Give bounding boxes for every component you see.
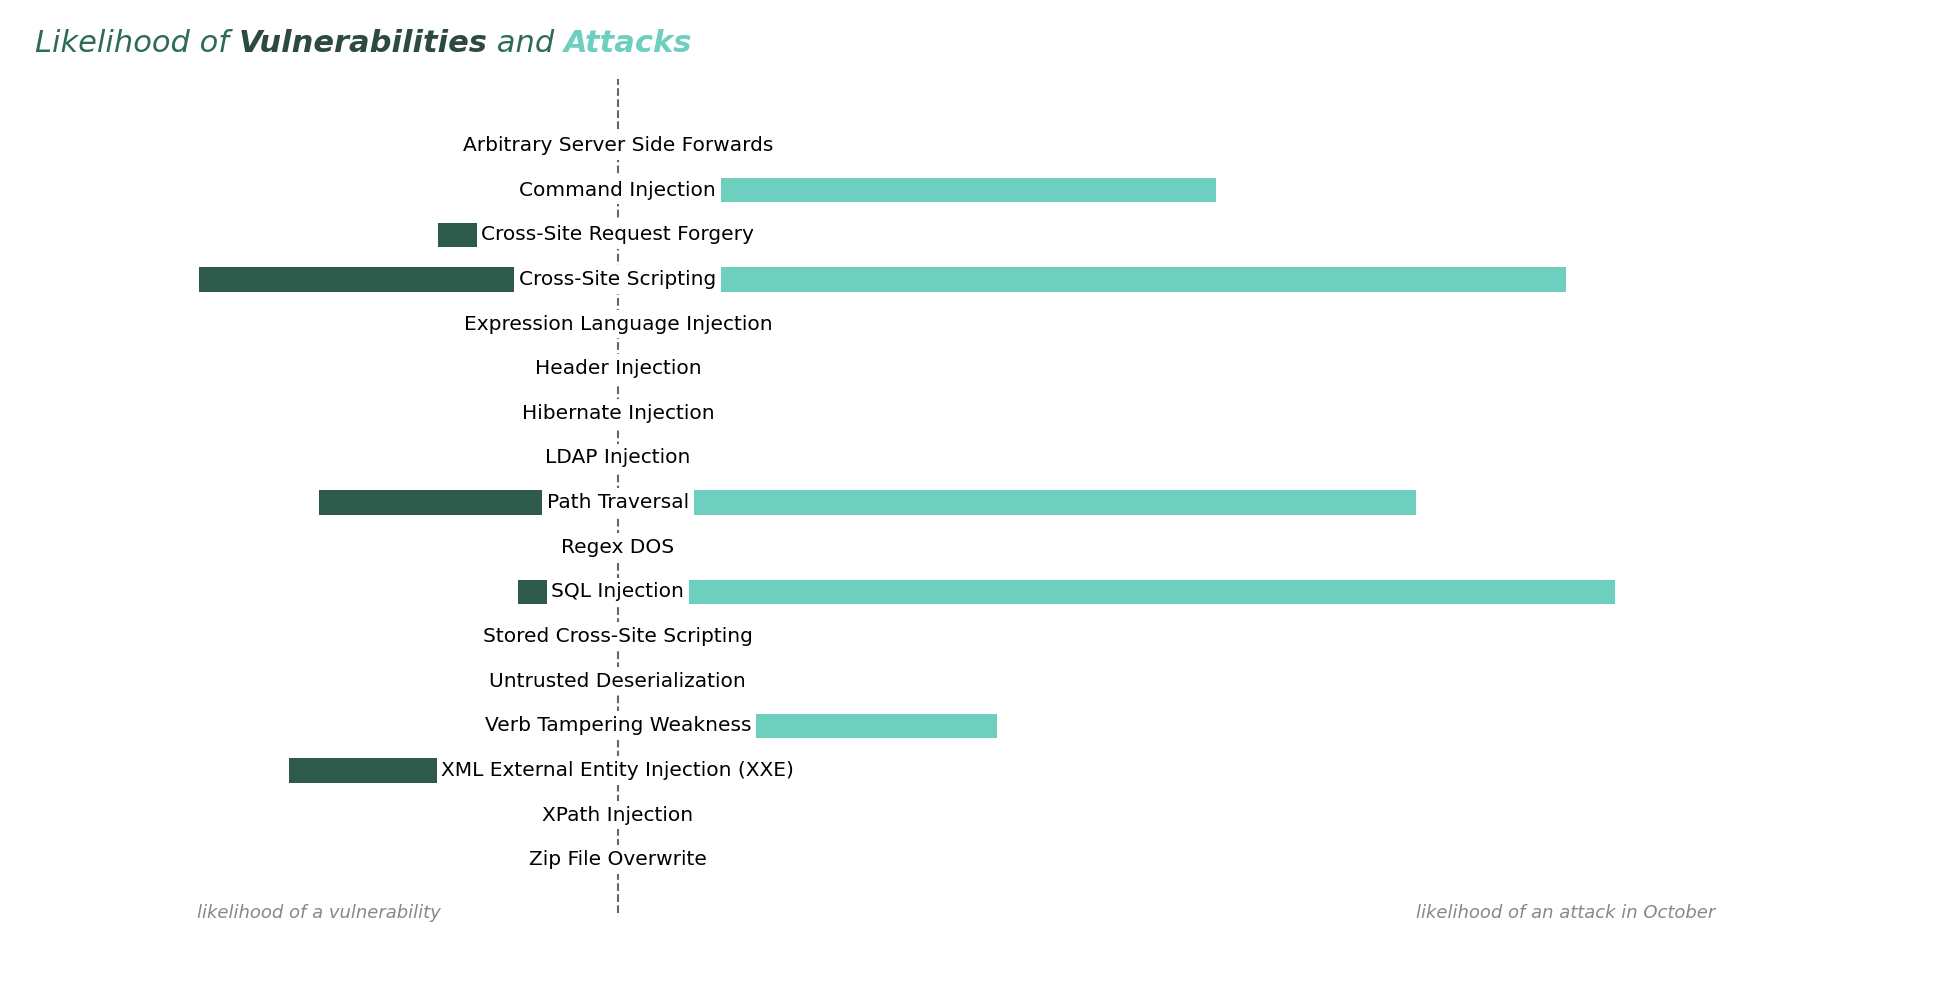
Text: Arbitrary Server Side Forwards: Arbitrary Server Side Forwards	[462, 136, 774, 155]
Text: XPath Injection: XPath Injection	[542, 805, 694, 825]
Text: likelihood of an attack in October: likelihood of an attack in October	[1416, 904, 1715, 922]
Bar	[582, 356, 617, 381]
Text: LDAP Injection: LDAP Injection	[545, 449, 690, 467]
Text: Attacks: Attacks	[565, 29, 692, 59]
Text: Untrusted Deserialization: Untrusted Deserialization	[489, 672, 747, 690]
Text: SQL Injection: SQL Injection	[551, 582, 685, 601]
Text: Path Traversal: Path Traversal	[547, 493, 689, 512]
Bar	[199, 267, 617, 292]
Text: Verb Tampering Weakness: Verb Tampering Weakness	[485, 716, 750, 736]
Text: Stored Cross-Site Scripting: Stored Cross-Site Scripting	[484, 627, 752, 646]
Bar	[518, 579, 617, 604]
Text: Command Injection: Command Injection	[520, 181, 716, 199]
Text: Zip File Overwrite: Zip File Overwrite	[528, 850, 706, 869]
Text: Expression Language Injection: Expression Language Injection	[464, 314, 772, 334]
Text: Hibernate Injection: Hibernate Injection	[522, 404, 714, 423]
Bar	[617, 579, 1615, 604]
Bar	[288, 758, 617, 783]
Bar	[617, 178, 1216, 202]
Text: Cross-Site Scripting: Cross-Site Scripting	[518, 270, 716, 289]
Bar	[617, 490, 1416, 515]
Bar	[559, 134, 617, 158]
Text: Likelihood of: Likelihood of	[35, 29, 238, 59]
Text: likelihood of a vulnerability: likelihood of a vulnerability	[197, 904, 441, 922]
Text: Regex DOS: Regex DOS	[561, 538, 675, 557]
Bar	[439, 223, 617, 247]
Text: XML External Entity Injection (XXE): XML External Entity Injection (XXE)	[441, 761, 795, 780]
Text: Vulnerabilities: Vulnerabilities	[238, 29, 487, 59]
Bar	[617, 535, 677, 560]
Text: and: and	[487, 29, 565, 59]
Bar	[319, 490, 617, 515]
Bar	[617, 714, 996, 738]
Bar	[617, 267, 1565, 292]
Text: Cross-Site Request Forgery: Cross-Site Request Forgery	[482, 225, 754, 245]
Bar	[617, 223, 654, 247]
Bar	[617, 312, 777, 337]
Bar	[617, 847, 667, 872]
Text: Header Injection: Header Injection	[534, 359, 702, 378]
